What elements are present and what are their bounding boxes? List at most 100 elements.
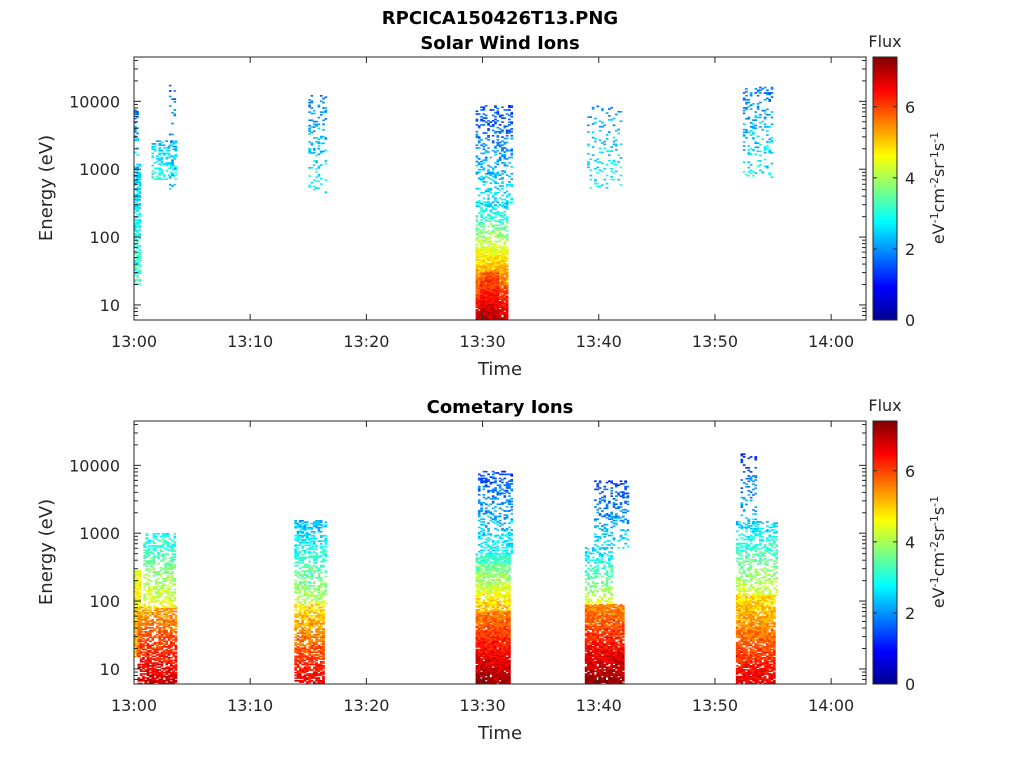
spectrogram-cell bbox=[308, 656, 311, 659]
spectrogram-cell bbox=[139, 622, 143, 625]
spectrogram-cell bbox=[301, 681, 304, 683]
spectrogram-cell bbox=[475, 256, 479, 258]
spectrogram-cell bbox=[496, 314, 500, 317]
spectrogram-cell bbox=[153, 171, 157, 174]
spectrogram-cell bbox=[480, 296, 483, 299]
spectrogram-cell bbox=[174, 616, 178, 618]
spectrogram-cell bbox=[173, 101, 177, 103]
spectrogram-cell bbox=[501, 194, 504, 197]
spectrogram-cell bbox=[322, 594, 325, 597]
spectrogram-cell bbox=[498, 290, 502, 292]
spectrogram-cell bbox=[475, 249, 479, 252]
spectrogram-cell bbox=[480, 311, 483, 314]
spectrogram-cell bbox=[134, 640, 137, 643]
spectrogram-cell bbox=[489, 109, 493, 111]
spectrogram-cell bbox=[312, 663, 316, 666]
spectrogram-cell bbox=[170, 628, 173, 631]
spectrogram-cell bbox=[496, 113, 500, 115]
spectrogram-cell bbox=[139, 629, 143, 632]
spectrogram-cell bbox=[498, 302, 502, 305]
spectrogram-cell bbox=[489, 655, 493, 658]
spectrogram-cell bbox=[489, 624, 493, 626]
spectrogram-cell bbox=[498, 280, 502, 283]
spectrogram-cell bbox=[151, 648, 155, 651]
spectrogram-cell bbox=[143, 549, 146, 551]
spectrogram-cell bbox=[294, 671, 297, 674]
spectrogram-cell bbox=[310, 152, 314, 154]
spectrogram-cell bbox=[324, 582, 328, 585]
spectrogram-cell bbox=[163, 659, 166, 662]
spectrogram-cell bbox=[151, 662, 155, 664]
spectrogram-cell bbox=[496, 246, 500, 248]
spectrogram-cell bbox=[752, 127, 755, 130]
spectrogram-cell bbox=[487, 248, 490, 250]
spectrogram-cell bbox=[174, 140, 178, 143]
spectrogram-cell bbox=[501, 246, 504, 248]
spectrogram-cell bbox=[294, 590, 297, 593]
spectrogram-cell bbox=[167, 610, 171, 613]
spectrogram-cell bbox=[475, 110, 479, 113]
spectrogram-cell bbox=[491, 275, 495, 277]
spectrogram-cell bbox=[498, 295, 502, 298]
spectrogram-cell bbox=[482, 635, 486, 637]
spectrogram-cell bbox=[484, 175, 488, 178]
spectrogram-cell bbox=[310, 574, 314, 576]
spectrogram-cell bbox=[303, 551, 307, 553]
spectrogram-cell bbox=[150, 560, 153, 562]
spectrogram-cell bbox=[138, 601, 142, 603]
spectrogram-cell bbox=[742, 97, 746, 100]
spectrogram-cell bbox=[480, 309, 483, 311]
spectrogram-cell bbox=[505, 220, 509, 223]
spectrogram-cell bbox=[489, 658, 493, 660]
spectrogram-cell bbox=[163, 667, 166, 670]
spectrogram-cell bbox=[156, 607, 159, 610]
spectrogram-cell bbox=[322, 636, 325, 639]
spectrogram-cell bbox=[310, 660, 314, 663]
spectrogram-cell bbox=[165, 671, 168, 674]
spectrogram-cell bbox=[153, 677, 157, 679]
spectrogram-cell bbox=[319, 640, 323, 643]
spectrogram-cell bbox=[501, 260, 504, 262]
spectrogram-cell bbox=[747, 161, 751, 164]
spectrogram-cell bbox=[503, 243, 507, 246]
spectrogram-cell bbox=[747, 105, 751, 108]
spectrogram-cell bbox=[170, 678, 173, 681]
spectrogram-cell bbox=[150, 564, 153, 566]
spectrogram-cell bbox=[296, 598, 300, 601]
spectrogram-cell bbox=[503, 280, 507, 283]
spectrogram-cell bbox=[480, 118, 483, 121]
spectrogram-cell bbox=[308, 141, 311, 143]
spectrogram-cell bbox=[145, 606, 149, 608]
spectrogram-cell bbox=[145, 552, 149, 554]
spectrogram-cell bbox=[308, 667, 311, 670]
spectrogram-cell bbox=[498, 250, 502, 253]
spectrogram-cell bbox=[303, 589, 307, 591]
spectrogram-cell bbox=[322, 549, 325, 552]
spectrogram-cell bbox=[491, 645, 495, 648]
spectrogram-cell bbox=[508, 121, 511, 123]
spectrogram-cell bbox=[505, 307, 509, 310]
spectrogram-cell bbox=[147, 560, 151, 562]
spectrogram-cell bbox=[298, 674, 302, 677]
spectrogram-cell bbox=[308, 560, 311, 563]
spectrogram-cell bbox=[482, 117, 486, 119]
spectrogram-cell bbox=[156, 616, 159, 618]
spectrogram-cell bbox=[496, 160, 500, 163]
spectrogram-cell bbox=[494, 280, 497, 283]
spectrogram-cell bbox=[489, 656, 493, 659]
spectrogram-cell bbox=[491, 678, 495, 681]
spectrogram-cell bbox=[136, 197, 139, 200]
spectrogram-cell bbox=[494, 647, 497, 650]
spectrogram-cell bbox=[172, 629, 175, 632]
spectrogram-cell bbox=[496, 307, 500, 310]
spectrogram-cell bbox=[310, 126, 314, 128]
spectrogram-cell bbox=[319, 594, 323, 597]
spectrogram-cell bbox=[484, 662, 488, 664]
spectrogram-cell bbox=[315, 176, 318, 179]
spectrogram-cell bbox=[294, 647, 297, 650]
spectrogram-cell bbox=[134, 593, 137, 595]
spectrogram-cell bbox=[171, 185, 174, 187]
spectrogram-cell bbox=[494, 650, 497, 652]
spectrogram-cell bbox=[496, 110, 500, 113]
spectrogram-cell bbox=[308, 147, 311, 150]
